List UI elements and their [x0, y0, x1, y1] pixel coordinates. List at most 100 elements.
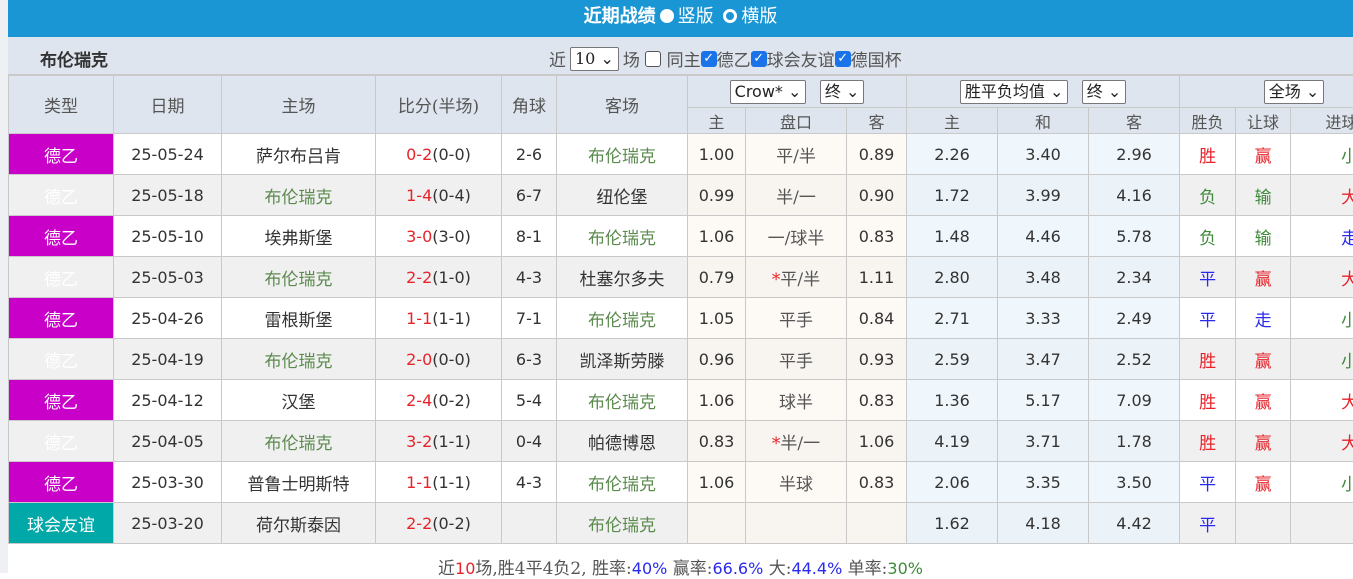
ah-line: 半/一	[776, 188, 816, 208]
eu-away-odds: 7.09	[1089, 380, 1180, 421]
league-cell[interactable]: 德乙	[9, 175, 114, 216]
league-cell[interactable]: 德乙	[9, 339, 114, 380]
ah-time-select[interactable]: 终 ⌄	[820, 80, 865, 104]
company-select[interactable]: Crow* ⌄	[730, 80, 807, 104]
filter-bar: 布伦瑞克 近 10 ⌄ 场 同主 ✓德乙 ✓球会友谊 ✓德国杯	[8, 37, 1353, 75]
league-cell[interactable]: 德乙	[9, 216, 114, 257]
handicap-result: 赢	[1236, 257, 1291, 298]
league-cell[interactable]: 德乙	[9, 421, 114, 462]
eu-draw-odds: 3.71	[998, 421, 1089, 462]
league-cell-text: 德乙	[44, 147, 78, 167]
league-cell[interactable]: 德乙	[9, 298, 114, 339]
league-cell[interactable]: 德乙	[9, 380, 114, 421]
handicap-result: 输	[1236, 216, 1291, 257]
score-cell[interactable]: 2-0(0-0)	[376, 339, 502, 380]
ah-home-odds: 0.99	[688, 175, 746, 216]
away-team-cell[interactable]: 杜塞尔多夫	[557, 257, 688, 298]
score-cell[interactable]: 2-2(0-2)	[376, 503, 502, 544]
away-team-cell-text: 帕德博恩	[588, 434, 656, 454]
home-team-cell[interactable]: 布伦瑞克	[222, 339, 376, 380]
col-ah-home: 主	[688, 108, 746, 134]
checkbox-friendly[interactable]: ✓	[751, 51, 767, 67]
eu-away-odds-text: 3.50	[1116, 473, 1152, 492]
away-team-cell[interactable]: 纽伦堡	[557, 175, 688, 216]
score-cell[interactable]: 1-4(0-4)	[376, 175, 502, 216]
score-cell[interactable]: 3-0(3-0)	[376, 216, 502, 257]
home-team-cell[interactable]: 布伦瑞克	[222, 257, 376, 298]
score-cell[interactable]: 2-2(1-0)	[376, 257, 502, 298]
corner-cell-text: 7-1	[516, 309, 542, 328]
ah-line: 平/半	[776, 147, 816, 167]
score-cell[interactable]: 2-4(0-2)	[376, 380, 502, 421]
home-team-cell[interactable]: 布伦瑞克	[222, 421, 376, 462]
league-cell[interactable]: 德乙	[9, 257, 114, 298]
eu-type-select[interactable]: 胜平负均值 ⌄	[960, 80, 1069, 104]
ah-home-odds: 1.06	[688, 380, 746, 421]
radio-vertical-label[interactable]: 竖版	[678, 6, 714, 27]
ah-away-odds: 0.84	[847, 298, 907, 339]
col-hc: 让球	[1236, 108, 1291, 134]
over-under-result: 小	[1291, 462, 1353, 503]
handicap-result	[1236, 503, 1291, 544]
away-team-cell[interactable]: 布伦瑞克	[557, 503, 688, 544]
score-cell[interactable]: 1-1(1-1)	[376, 462, 502, 503]
checkbox-dfb-pokal[interactable]: ✓	[835, 51, 851, 67]
home-team-cell[interactable]: 汉堡	[222, 380, 376, 421]
radio-horizontal[interactable]	[723, 9, 737, 23]
date-cell-text: 25-05-24	[131, 145, 204, 164]
checkbox-label: 德乙	[717, 46, 751, 71]
over-under-result: 大	[1291, 257, 1353, 298]
home-team-cell[interactable]: 荷尔斯泰因	[222, 503, 376, 544]
score-cell[interactable]: 0-2(0-0)	[376, 134, 502, 175]
handicap-result-text: 赢	[1255, 434, 1272, 454]
league-cell-text: 德乙	[44, 311, 78, 331]
away-team-cell-text: 纽伦堡	[597, 188, 648, 208]
radio-horizontal-label[interactable]: 横版	[741, 6, 777, 27]
away-team-cell[interactable]: 布伦瑞克	[557, 462, 688, 503]
full-time-score: 1-4	[406, 186, 432, 205]
home-team-cell[interactable]: 雷根斯堡	[222, 298, 376, 339]
checkbox-dezyi[interactable]: ✓	[701, 51, 717, 67]
match-count-select[interactable]: 10 ⌄	[570, 47, 619, 71]
league-cell[interactable]: 球会友谊	[9, 503, 114, 544]
checkbox-same-home[interactable]	[645, 51, 661, 67]
half-time-score: (1-1)	[432, 432, 471, 451]
section-title: 近期战绩	[584, 6, 656, 27]
eu-away-odds: 1.78	[1089, 421, 1180, 462]
home-team-cell[interactable]: 埃弗斯堡	[222, 216, 376, 257]
eu-home-odds-text: 2.71	[934, 309, 970, 328]
away-team-cell[interactable]: 布伦瑞克	[557, 380, 688, 421]
radio-vertical[interactable]	[660, 9, 674, 23]
eu-home-odds: 2.26	[907, 134, 998, 175]
away-team-cell[interactable]: 布伦瑞克	[557, 298, 688, 339]
eu-time-select[interactable]: 终 ⌄	[1082, 80, 1127, 104]
handicap-result-text: 赢	[1255, 393, 1272, 413]
score-cell[interactable]: 1-1(1-1)	[376, 298, 502, 339]
scope-select[interactable]: 全场 ⌄	[1264, 80, 1325, 104]
ah-away-odds: 0.93	[847, 339, 907, 380]
eu-home-odds-text: 1.72	[934, 186, 970, 205]
home-team-cell-text: 雷根斯堡	[265, 311, 333, 331]
away-team-cell[interactable]: 凯泽斯劳滕	[557, 339, 688, 380]
eu-draw-odds: 3.99	[998, 175, 1089, 216]
away-team-cell-text: 布伦瑞克	[588, 393, 656, 413]
away-team-cell[interactable]: 帕德博恩	[557, 421, 688, 462]
home-team-cell[interactable]: 萨尔布吕肯	[222, 134, 376, 175]
checkbox-label: 德国杯	[851, 46, 902, 71]
ah-away-odds-text: 0.90	[859, 186, 895, 205]
home-team-cell[interactable]: 布伦瑞克	[222, 175, 376, 216]
half-time-score: (0-2)	[432, 391, 471, 410]
league-cell[interactable]: 德乙	[9, 462, 114, 503]
away-team-cell[interactable]: 布伦瑞克	[557, 134, 688, 175]
score-cell[interactable]: 3-2(1-1)	[376, 421, 502, 462]
ah-away-odds-text: 0.84	[859, 309, 895, 328]
home-team-cell[interactable]: 普鲁士明斯特	[222, 462, 376, 503]
corner-cell-text: 8-1	[516, 227, 542, 246]
filter-suffix: 场	[623, 46, 640, 71]
away-team-cell[interactable]: 布伦瑞克	[557, 216, 688, 257]
league-cell[interactable]: 德乙	[9, 134, 114, 175]
win-loss-result-text: 平	[1199, 475, 1216, 495]
eu-draw-odds: 3.47	[998, 339, 1089, 380]
corner-cell-text: 6-7	[516, 186, 542, 205]
